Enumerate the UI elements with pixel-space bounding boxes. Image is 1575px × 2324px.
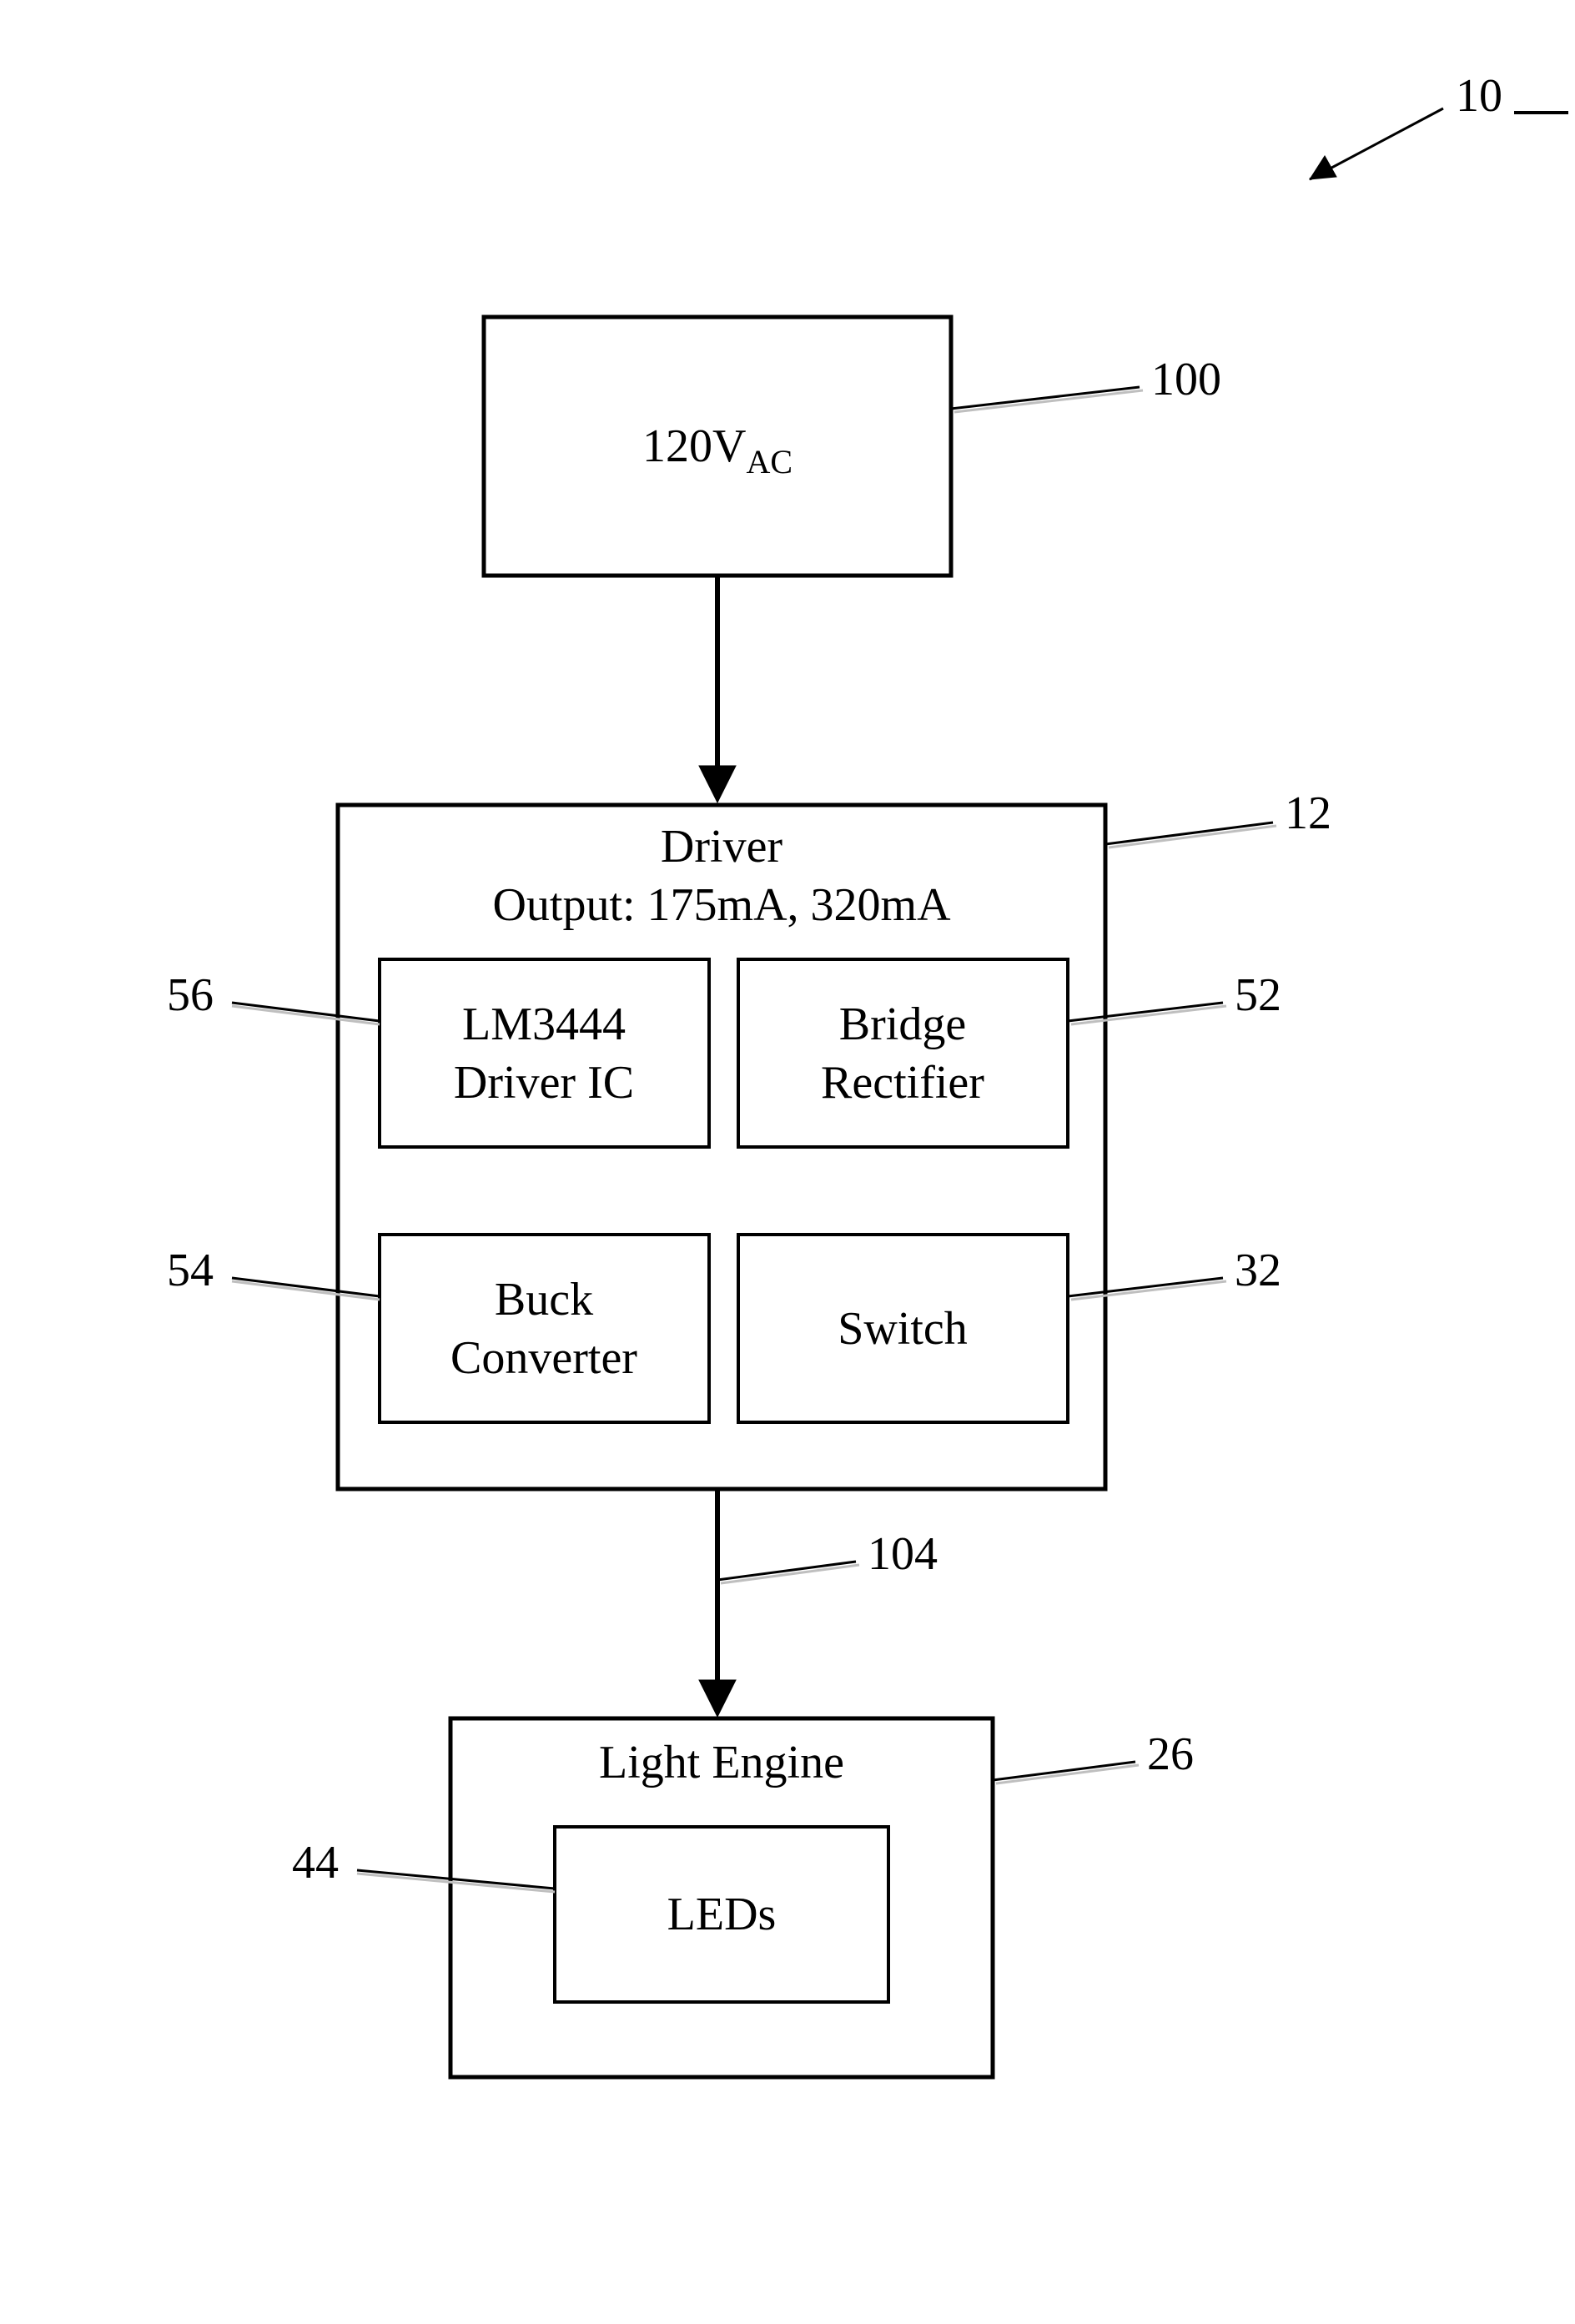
engine-title: Light Engine	[599, 1737, 844, 1788]
arrow-source-driver	[699, 576, 736, 802]
driver-title-line1: Driver	[661, 821, 783, 873]
arrow2-ref-label: 104	[868, 1528, 938, 1580]
buck-block	[380, 1235, 709, 1422]
arrow2-ref-leader-shadow	[721, 1565, 859, 1583]
driver-ic-block	[380, 959, 709, 1147]
leds-label: LEDs	[667, 1889, 777, 1940]
source-block-group: 120VAC 100	[484, 317, 1221, 576]
engine-ref-leader	[993, 1762, 1135, 1780]
driver-title-line2: Output: 175mA, 320mA	[492, 879, 951, 931]
arrow2-ref-leader	[717, 1562, 856, 1580]
rectifier-block	[738, 959, 1068, 1147]
source-label-main: 120V	[642, 420, 746, 472]
figure-ref-label: 10	[1456, 70, 1502, 122]
arrow2-head	[699, 1680, 736, 1717]
engine-ref-leader-shadow	[996, 1765, 1139, 1783]
source-ref-label: 100	[1151, 354, 1221, 405]
driver-ic-line1: LM3444	[462, 999, 626, 1050]
ic-ref-label: 56	[167, 969, 214, 1021]
switch-ref-label: 32	[1235, 1245, 1281, 1296]
leds-ref-label: 44	[292, 1837, 339, 1889]
driver-ref-leader-shadow	[1109, 826, 1276, 848]
driver-block-group: Driver Output: 175mA, 320mA 12 LM3444 Dr…	[167, 787, 1331, 1489]
driver-ref-label: 12	[1285, 787, 1331, 839]
switch-line1: Switch	[838, 1303, 968, 1355]
driver-ref-leader	[1105, 822, 1273, 844]
engine-block-group: Light Engine 26 LEDs 44	[292, 1718, 1194, 2077]
engine-ref-label: 26	[1147, 1728, 1194, 1780]
buck-line1: Buck	[495, 1274, 593, 1325]
buck-ref-label: 54	[167, 1245, 214, 1296]
rectifier-ref-label: 52	[1235, 969, 1281, 1021]
rectifier-line2: Rectifier	[821, 1057, 984, 1109]
arrow1-head	[699, 766, 736, 802]
source-ref-leader	[951, 387, 1140, 409]
arrow-driver-engine: 104	[699, 1489, 938, 1717]
rectifier-line1: Bridge	[839, 999, 966, 1050]
source-label-sub: AC	[746, 443, 793, 480]
figure-ref-group: 10	[1310, 70, 1568, 179]
driver-ic-line2: Driver IC	[454, 1057, 634, 1109]
buck-line2: Converter	[450, 1332, 637, 1384]
source-ref-leader-shadow	[954, 390, 1143, 412]
